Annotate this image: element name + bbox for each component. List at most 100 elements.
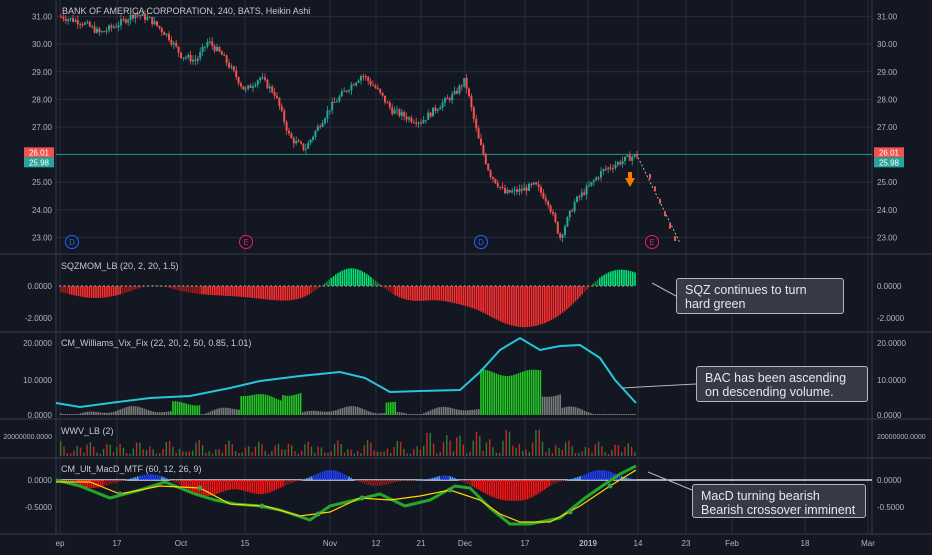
sqz-bar xyxy=(313,286,315,292)
wwv-bar xyxy=(376,451,379,456)
candle-body xyxy=(444,98,446,103)
macd-bar xyxy=(577,477,579,480)
wwv-bar xyxy=(168,440,171,456)
sqz-pane[interactable] xyxy=(59,268,636,328)
macd-bar xyxy=(251,480,253,494)
sqz-dot xyxy=(441,285,444,287)
vix-callout[interactable]: BAC has been ascending on descending vol… xyxy=(696,366,868,402)
sqz-dot xyxy=(490,285,493,287)
vix-bar xyxy=(634,414,636,415)
vix-bar xyxy=(522,371,524,415)
vix-bar xyxy=(260,394,262,415)
candle-body xyxy=(448,98,451,101)
vix-bar xyxy=(453,408,456,415)
vix-bar xyxy=(119,409,121,415)
wwv-bar xyxy=(93,446,95,456)
candle-body xyxy=(530,183,533,185)
sqz-bar xyxy=(359,270,361,286)
sqz-dot xyxy=(173,285,176,287)
macd-bar xyxy=(293,480,295,483)
vix-bar xyxy=(559,394,561,415)
right-price-tick: 24.00 xyxy=(877,206,898,215)
macd-bar xyxy=(596,470,599,480)
sqz-bar xyxy=(304,286,306,297)
wwv-bar xyxy=(561,449,563,456)
sqz-bar xyxy=(451,286,454,303)
macd-bar xyxy=(82,480,84,488)
sqz-dot xyxy=(565,285,567,287)
vix-bar xyxy=(130,406,132,415)
sqz-bar xyxy=(288,286,291,301)
sqz-bar xyxy=(68,286,71,295)
macd-left-tick: 0.0000 xyxy=(28,476,53,485)
sqz-bar xyxy=(568,286,570,308)
vix-bar xyxy=(508,375,511,415)
wwv-bar xyxy=(89,442,92,456)
sqz-bar xyxy=(231,286,234,297)
wwv-bar xyxy=(518,443,521,456)
vix-pane[interactable] xyxy=(55,336,637,415)
sqz-bar xyxy=(220,286,223,296)
macd-callout[interactable]: MacD turning bearish Bearish crossover i… xyxy=(692,484,866,518)
candle-body xyxy=(247,85,250,89)
macd-bar xyxy=(304,478,306,480)
sqz-bar xyxy=(438,286,440,301)
sqz-bar xyxy=(192,286,194,294)
vix-bar xyxy=(154,412,157,415)
candle-body xyxy=(98,28,101,33)
wwv-pane[interactable] xyxy=(60,429,636,456)
vix-bar xyxy=(570,406,572,415)
candle-body xyxy=(480,138,482,146)
macd-bar xyxy=(458,479,460,481)
projection-candle xyxy=(654,186,656,192)
vix-bar xyxy=(577,407,579,415)
sqz-bar xyxy=(383,286,385,288)
sqz-dot xyxy=(72,285,75,287)
sqz-bar xyxy=(167,286,170,288)
sqz-dot xyxy=(213,285,215,287)
sqz-callout[interactable]: SQZ continues to turn hard green xyxy=(676,278,844,314)
sqz-dot xyxy=(239,285,242,287)
sqz-bar xyxy=(361,271,363,286)
macd-bar xyxy=(513,480,515,501)
vix-bar xyxy=(599,414,601,415)
macd-bar xyxy=(156,475,159,480)
sqz-dot xyxy=(415,285,418,287)
sqz-dot xyxy=(169,285,171,287)
sqz-bar xyxy=(623,269,625,286)
vix-bar xyxy=(539,370,542,415)
macd-pane[interactable] xyxy=(55,464,872,526)
sqz-bar xyxy=(372,278,374,286)
wwv-bar xyxy=(485,442,488,456)
vix-bar xyxy=(126,406,128,415)
candle-body xyxy=(194,59,197,61)
macd-bar xyxy=(632,478,634,480)
vix-left-tick: 10.0000 xyxy=(23,376,52,385)
sqz-bar xyxy=(330,277,333,286)
candle-body xyxy=(621,160,624,165)
macd-bar xyxy=(557,480,559,483)
candle-body xyxy=(597,177,600,179)
sqz-bar xyxy=(414,286,416,301)
sqz-dot xyxy=(142,285,145,287)
wwv-bar xyxy=(489,439,491,456)
vix-bar xyxy=(106,412,108,415)
sqz-bar xyxy=(394,286,396,296)
candle-body xyxy=(184,57,187,59)
sqz-bar xyxy=(121,286,124,294)
sqz-dot xyxy=(582,285,585,287)
sqz-bar xyxy=(216,286,218,296)
macd-bar xyxy=(451,476,454,480)
macd-bar xyxy=(502,480,504,501)
sqz-dot xyxy=(182,285,185,287)
vix-bar xyxy=(93,411,95,415)
sqz-bar xyxy=(579,286,581,297)
wwv-bar xyxy=(198,440,200,456)
candle-body xyxy=(172,42,175,45)
wwv-bar xyxy=(452,451,455,456)
axes: ep 17 Oct 15 Nov 12 21 Dec 17 2019 14 23 Feb 18 Mar 31.… xyxy=(3,13,925,548)
macd-bar xyxy=(247,480,249,492)
